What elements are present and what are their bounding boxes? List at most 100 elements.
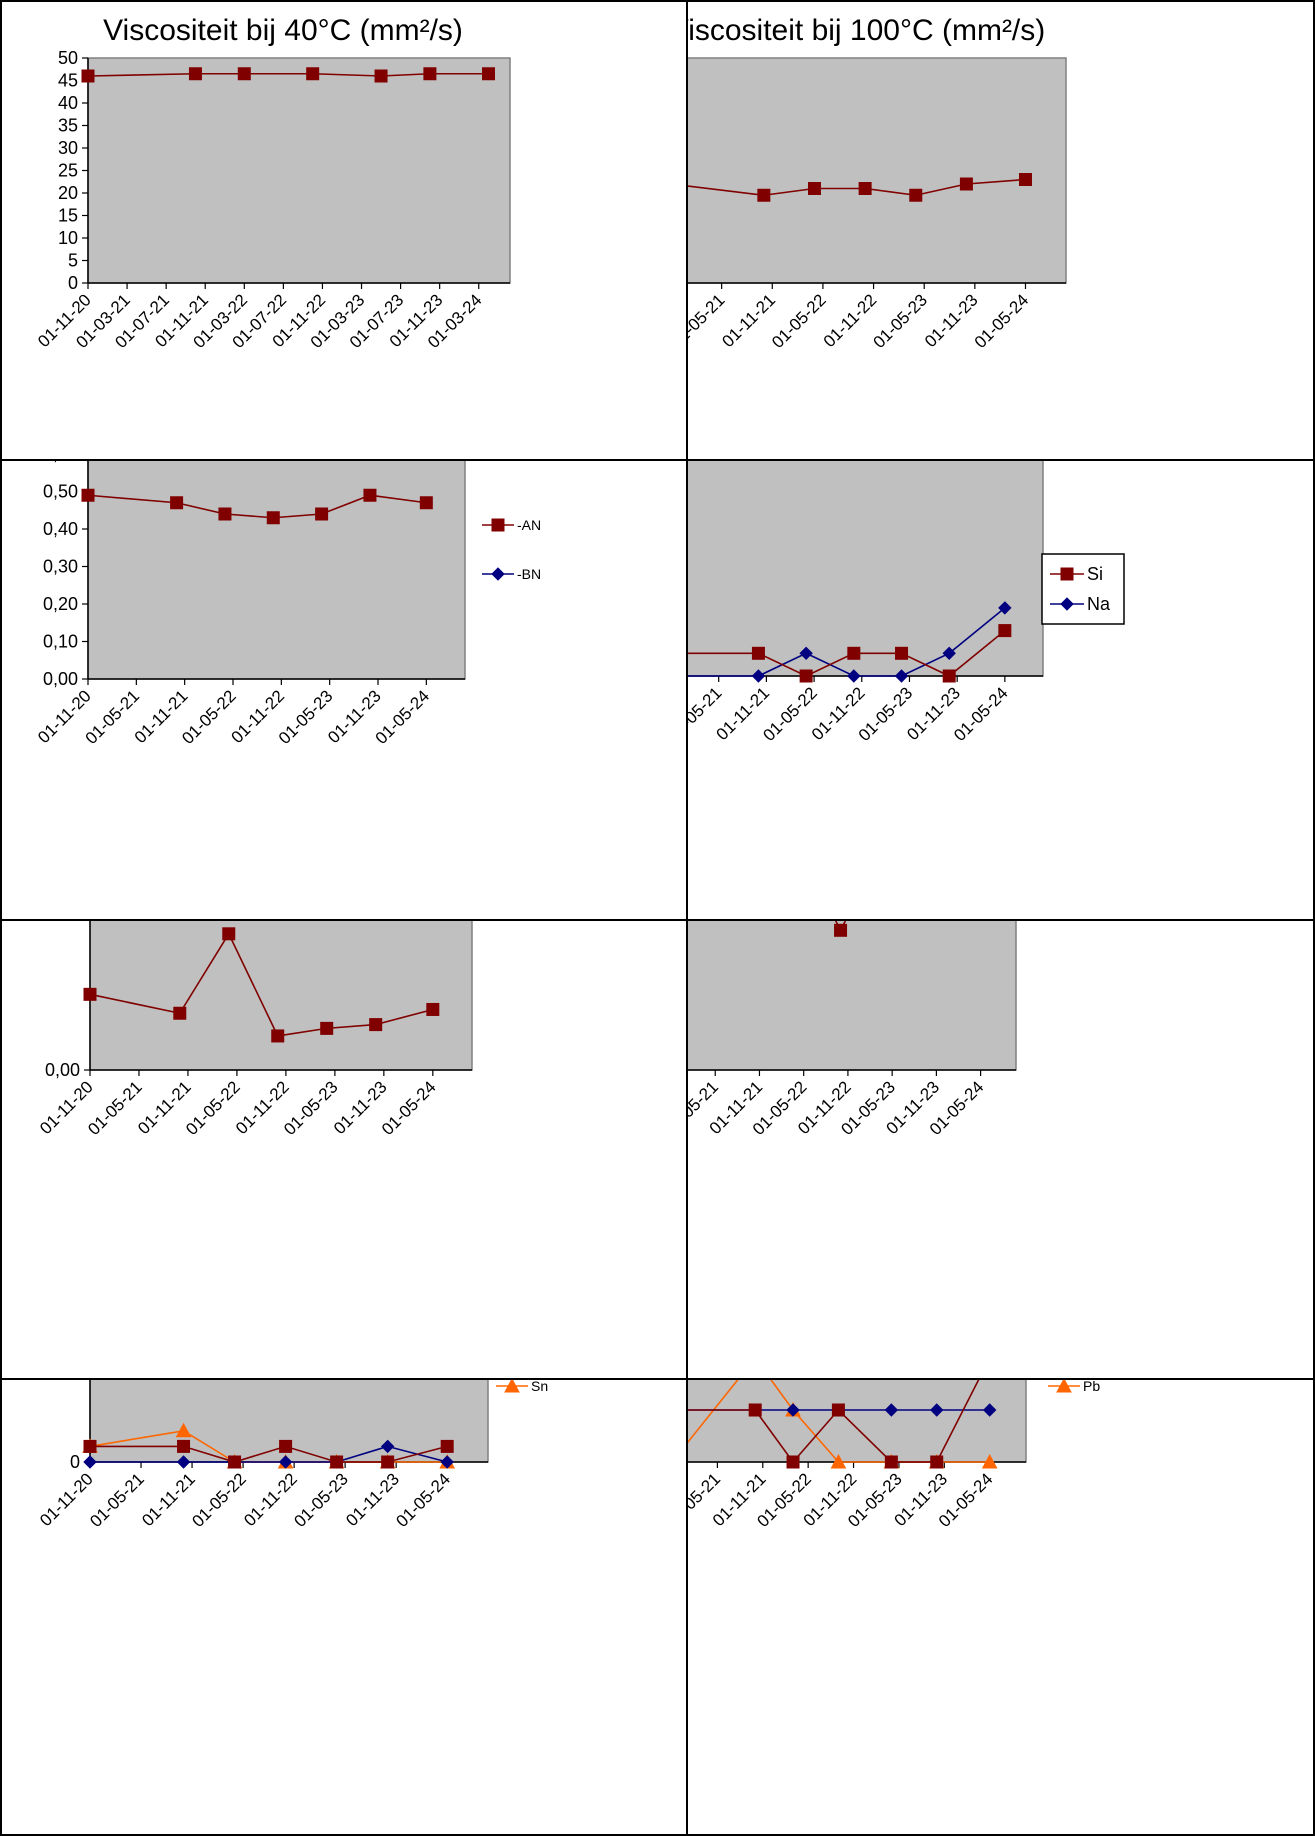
visc100-x-tick-label: 01-11-21 [718,290,779,351]
wear2-data-point [786,1455,800,1469]
grid-divider-row-2 [0,919,1315,921]
visc40-y-tick-label: 25 [58,161,78,181]
nas-svg: NAS 163802468101201-11-2001-05-2101-11-2… [688,921,1017,1139]
visc40-title: Viscositeit bij 40°C (mm²/s) [103,14,463,47]
wear1-data-point [83,1439,97,1453]
grid-divider-vertical [686,0,688,1836]
visc40-y-tick-label: 45 [58,71,78,91]
sina-legend-label: Na [1087,594,1111,614]
h2o-data-point [83,987,97,1001]
visc100-data-point [858,182,872,195]
sina-legend-label: Si [1087,564,1103,584]
wear1-data-point [278,1455,293,1469]
sina-data-point [847,646,861,660]
wear1-svg: Slijtage elementen (ppm)01001-11-2001-05… [36,1380,548,1531]
wear2-plot-area [688,1380,1027,1463]
visc40-y-tick-label: 5 [68,251,78,271]
wear2-data-point [830,1453,847,1469]
wear1-data-point [177,1439,191,1453]
visc100-data-point [1018,173,1032,186]
anbn-x-tick-label: 01-05-24 [372,686,434,748]
chart-si-na: Si & Na (ppm)01001-11-2001-05-2101-11-21… [688,461,1313,919]
sina-legend-marker [1060,567,1074,581]
wear1-data-point [176,1455,191,1469]
visc40-y-tick-label: 50 [58,48,78,68]
sina-data-point [998,601,1012,615]
wear1-legend-marker [504,1380,520,1393]
wear1-legend-label: Sn [531,1380,548,1394]
wear1-data-point [380,1439,395,1454]
wear2-svg: Slijtage elementen (ppm)0301-11-2001-05-… [688,1380,1100,1531]
anbn-y-tick-label: 0,20 [43,594,78,614]
visc40-data-point [306,67,320,81]
sina-data-point [799,669,813,683]
sina-data-point [998,624,1012,638]
anbn-y-tick-label: 0,60 [43,461,78,464]
wear2-data-point [930,1403,944,1417]
wear1-x-tick-label: 01-11-20 [36,1469,97,1530]
anbn-legend-marker [491,518,505,532]
anbn-plot-area [87,461,466,680]
wear1-data-point [381,1455,395,1469]
visc40-data-point [81,69,95,83]
wear2-data-point [748,1403,762,1417]
anbn-legend-label: -AN [517,517,541,533]
sina-data-point [895,646,909,660]
anbn-y-tick-label: 0,50 [43,482,78,502]
visc100-x-tick-label: 01-11-23 [921,290,982,351]
visc40-data-point [237,67,251,81]
visc100-x-tick-label: 01-05-23 [869,290,931,352]
anbn-data-point [266,511,280,525]
wear1-data-point [440,1455,454,1469]
anbn-data-point [315,507,329,521]
h2o-plot-area [89,921,473,1071]
sina-data-point [751,646,765,660]
anbn-legend-label: -BN [517,566,541,582]
grid-border-right [1313,0,1315,1836]
wear1-data-point [83,1455,97,1469]
anbn-svg: AN / BN (mg KOH / g)0,000,100,200,300,40… [34,461,541,748]
anbn-y-tick-label: 0,00 [43,669,78,689]
sina-svg: Si & Na (ppm)01001-11-2001-05-2101-11-21… [688,461,1125,745]
anbn-data-point [170,496,184,510]
wear1-x-tick-label: 01-11-23 [342,1469,403,1530]
visc40-y-tick-label: 30 [58,138,78,158]
wear1-x-tick-label: 01-05-24 [392,1469,454,1531]
visc100-data-point [959,177,973,191]
wear1-data-point [279,1439,293,1453]
anbn-legend-marker [491,567,505,581]
h2o-data-point [271,1029,285,1043]
visc100-x-tick-label: 01-05-24 [971,290,1033,352]
visc40-y-tick-label: 15 [58,206,78,226]
grid-divider-row-1 [0,459,1315,461]
wear2-legend-label: Pb [1083,1380,1100,1394]
visc40-y-tick-label: 10 [58,228,78,248]
grid-divider-row-3 [0,1378,1315,1380]
chart-h2o: H2O (%)0,000,0301-11-2001-05-2101-11-210… [2,921,686,1378]
wear1-x-tick-label: 01-05-23 [290,1469,352,1531]
h2o-y-tick-label: 0,00 [45,1060,80,1080]
h2o-data-point [173,1006,187,1020]
grid-border-bottom [0,1834,1315,1836]
sina-legend-marker [1060,597,1074,611]
anbn-y-tick-label: 0,30 [43,557,78,577]
h2o-data-point [369,1018,383,1032]
wear1-data-point [228,1455,242,1469]
visc100-data-point [909,188,923,202]
sina-data-point [894,669,909,683]
anbn-x-tick-label: 01-05-23 [275,686,337,748]
nas-data-point [834,923,848,937]
wear1-x-tick-label: 01-05-21 [86,1469,148,1531]
sina-data-point [942,669,956,683]
visc40-data-point [188,67,202,81]
chart-viscosity-100: Viscositeit bij 100°C (mm²/s)51001-11-20… [688,2,1313,459]
chart-nas-1638: NAS 163802468101201-11-2001-05-2101-11-2… [688,921,1313,1378]
wear1-data-point [175,1422,192,1438]
anbn-data-point [419,496,433,510]
h2o-svg: H2O (%)0,000,0301-11-2001-05-2101-11-210… [36,921,473,1139]
h2o-x-tick-label: 01-05-22 [182,1077,244,1139]
anbn-data-point [218,507,232,521]
chart-an-bn: AN / BN (mg KOH / g)0,000,100,200,300,40… [2,461,686,919]
